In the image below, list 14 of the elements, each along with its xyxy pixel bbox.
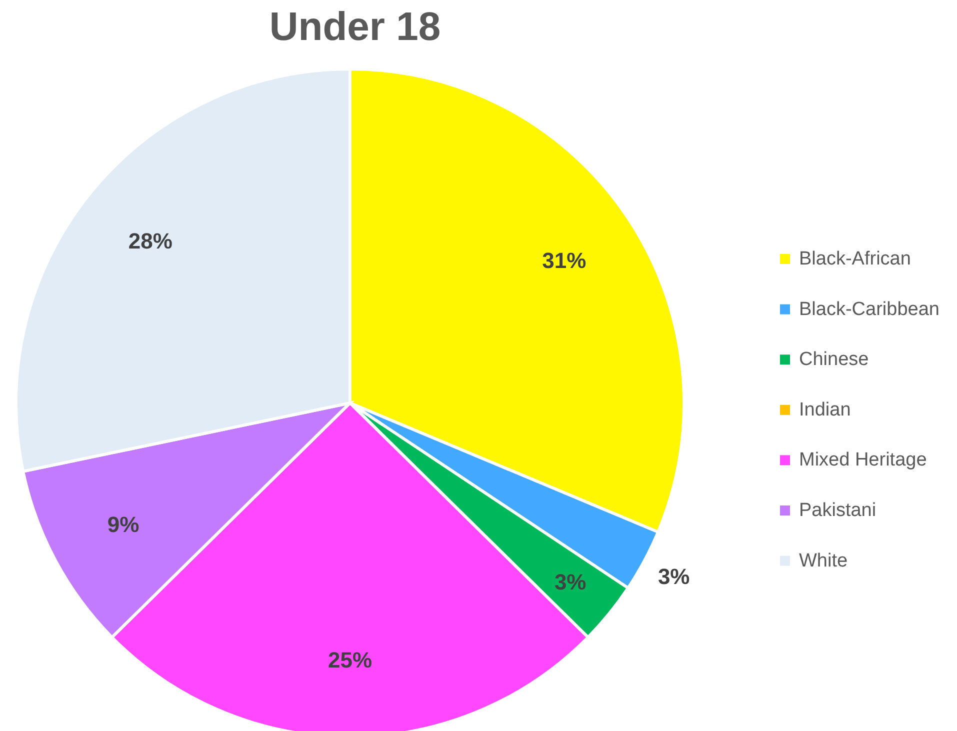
data-label: 25% <box>328 648 372 673</box>
data-label: 3% <box>554 570 586 595</box>
legend-label: White <box>799 550 848 572</box>
legend-label: Mixed Heritage <box>799 450 927 471</box>
data-label: 31% <box>542 248 586 274</box>
legend-label: Indian <box>799 399 851 420</box>
data-label: 3% <box>658 564 690 590</box>
legend-label: Black-Caribbean <box>799 298 940 320</box>
chart-title: Under 18 <box>269 5 441 49</box>
legend-label: Black-African <box>799 248 911 270</box>
data-label: 9% <box>107 512 140 537</box>
data-label: 28% <box>128 228 172 254</box>
legend-label: Pakistani <box>799 500 876 521</box>
legend-label: Chinese <box>799 349 869 370</box>
